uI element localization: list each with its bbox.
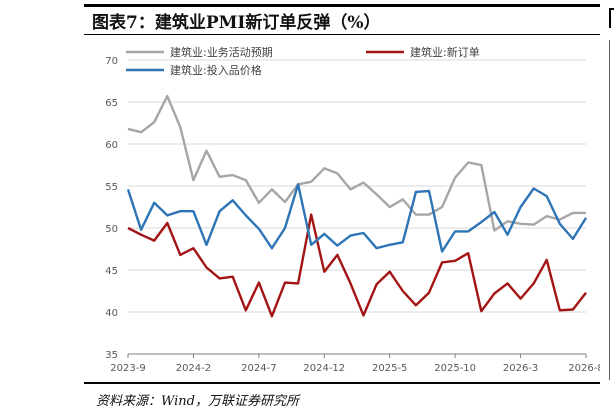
y-tick-label: 60	[105, 140, 118, 151]
y-tick-label: 45	[105, 266, 118, 277]
bottom-rule	[84, 382, 600, 384]
legend-label: 建筑业:业务活动预期	[170, 45, 273, 59]
line-chart: 35 40 45 50 55 60 65 70 2023-9 2024-2 2024-7 2024-…	[105, 45, 600, 374]
x-tick-label: 2024-2	[176, 363, 211, 374]
y-tick-label: 55	[105, 182, 118, 193]
x-tick-label: 2025-5	[372, 363, 407, 374]
y-tick-label: 50	[105, 224, 118, 235]
y-gridlines	[128, 59, 586, 313]
y-axis: 35 40 45 50 55 60 65 70	[105, 56, 118, 361]
y-tick-label: 65	[105, 98, 118, 109]
title-top-rule	[84, 4, 600, 7]
series-line-0	[127, 94, 586, 232]
legend-label: 建筑业:新订单	[410, 45, 480, 59]
x-tick-label: 2025-10	[434, 363, 476, 374]
x-tick-label: 2026-8	[568, 363, 600, 374]
x-tick-label: 2026-3	[503, 363, 538, 374]
x-tick-label: 2023-9	[110, 363, 145, 374]
x-tick-label: 2024-7	[241, 363, 276, 374]
series-line-1	[127, 213, 587, 318]
x-axis: 2023-9 2024-2 2024-7 2024-12 2025-5 2025-10 20…	[110, 353, 600, 374]
series-lines	[126, 94, 588, 318]
source-note: 资料来源：Wind，万联证券研究所	[96, 394, 299, 409]
page-title: 图表7：建筑业PMI新订单反弹（%）	[92, 13, 381, 33]
x-tick-label: 2024-12	[303, 363, 345, 374]
y-tick-label: 35	[105, 350, 118, 361]
series-line-2	[126, 183, 588, 253]
next-figure-edge	[609, 8, 614, 28]
title-underline	[84, 34, 600, 35]
legend-label: 建筑业:投入品价格	[170, 63, 262, 77]
y-tick-label: 70	[105, 56, 118, 67]
next-figure-border	[609, 40, 610, 380]
y-tick-label: 40	[105, 308, 118, 319]
